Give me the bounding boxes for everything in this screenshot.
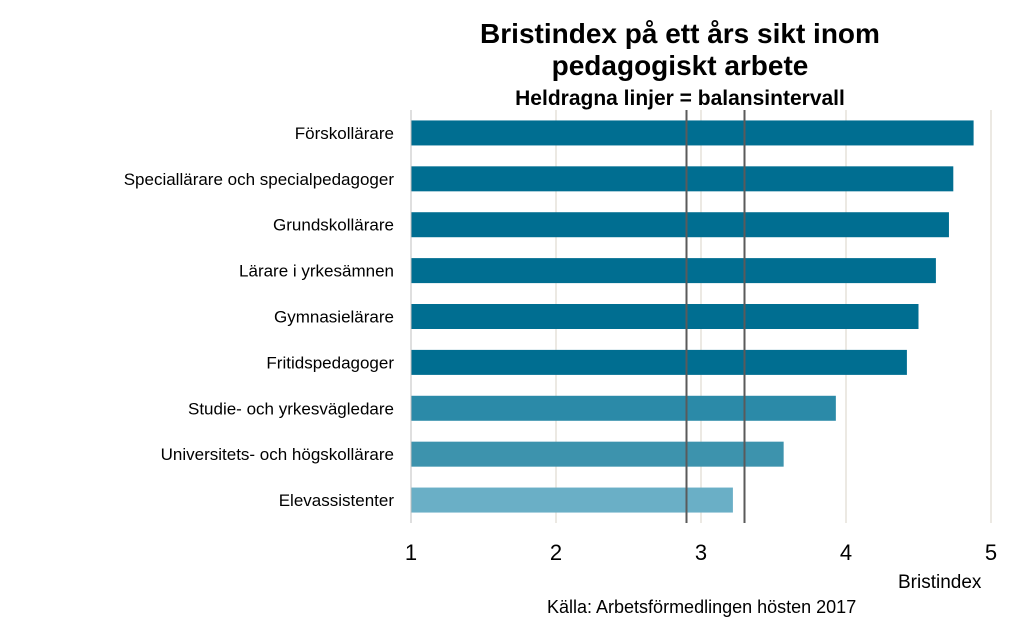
x-tick-label: 3 bbox=[695, 540, 707, 565]
category-label: Grundskollärare bbox=[273, 216, 394, 235]
chart-title-line-2: pedagogiskt arbete bbox=[551, 50, 809, 81]
chart-subtitle: Heldragna linjer = balansintervall bbox=[515, 87, 845, 110]
x-tick-label: 5 bbox=[985, 540, 997, 565]
x-axis-label: Bristindex bbox=[898, 572, 982, 593]
bar bbox=[411, 349, 907, 375]
category-label: Förskollärare bbox=[295, 124, 394, 143]
category-label: Gymnasielärare bbox=[274, 308, 394, 327]
chart-title-line-1: Bristindex på ett års sikt inom bbox=[480, 18, 880, 49]
bar bbox=[411, 441, 784, 467]
bar bbox=[411, 212, 949, 238]
bar bbox=[411, 120, 974, 146]
category-label: Studie- och yrkesvägledare bbox=[188, 399, 394, 418]
source-note: Källa: Arbetsförmedlingen hösten 2017 bbox=[547, 597, 857, 617]
bar bbox=[411, 166, 954, 192]
bar bbox=[411, 304, 919, 329]
category-label: Elevassistenter bbox=[279, 491, 395, 510]
category-label: Fritidspedagoger bbox=[266, 353, 394, 372]
bar bbox=[411, 258, 936, 284]
category-label: Universitets- och högskollärare bbox=[161, 445, 394, 464]
category-label: Lärare i yrkesämnen bbox=[239, 262, 394, 281]
bar bbox=[411, 395, 836, 421]
bar bbox=[411, 487, 733, 513]
x-tick-label: 2 bbox=[550, 540, 562, 565]
x-tick-label: 4 bbox=[840, 540, 852, 565]
category-label: Speciallärare och specialpedagoger bbox=[124, 170, 395, 189]
x-tick-label: 1 bbox=[405, 540, 417, 565]
